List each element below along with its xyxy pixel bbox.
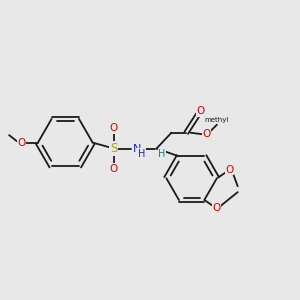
Text: N: N <box>132 143 141 154</box>
Text: O: O <box>110 164 118 174</box>
Text: H: H <box>158 149 166 159</box>
Text: O: O <box>225 165 233 175</box>
Text: methyl: methyl <box>205 117 229 123</box>
Text: O: O <box>17 138 26 148</box>
Text: S: S <box>110 142 117 155</box>
Text: O: O <box>196 106 205 116</box>
Text: O: O <box>213 203 221 213</box>
Text: O: O <box>110 123 118 133</box>
Text: H: H <box>138 149 145 159</box>
Text: O: O <box>202 129 210 139</box>
